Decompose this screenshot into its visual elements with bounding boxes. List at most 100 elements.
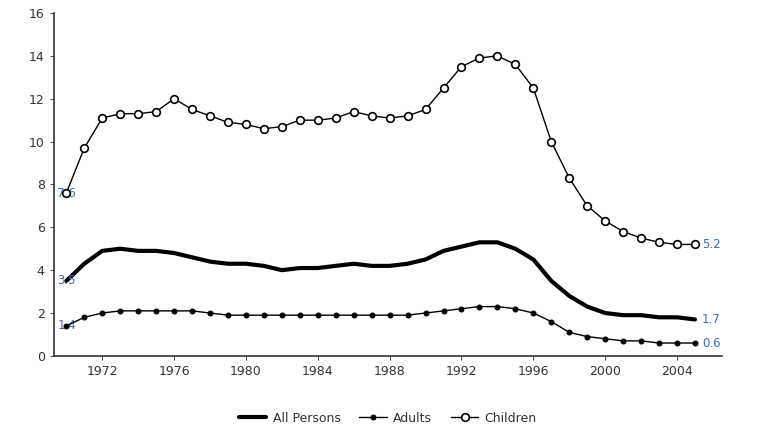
All Persons bbox=[349, 261, 359, 266]
Children bbox=[493, 53, 502, 59]
All Persons bbox=[654, 315, 664, 320]
Adults bbox=[313, 312, 323, 318]
Adults bbox=[331, 312, 340, 318]
Text: 7.6: 7.6 bbox=[58, 187, 76, 200]
Text: 1.7: 1.7 bbox=[702, 313, 721, 326]
Adults bbox=[241, 312, 250, 318]
Adults bbox=[277, 312, 286, 318]
All Persons bbox=[151, 248, 161, 253]
Line: Adults: Adults bbox=[64, 304, 697, 345]
Children bbox=[277, 124, 286, 129]
All Persons bbox=[187, 255, 197, 260]
All Persons bbox=[673, 315, 682, 320]
Line: All Persons: All Persons bbox=[66, 242, 695, 319]
Adults bbox=[654, 340, 664, 345]
Children bbox=[403, 113, 412, 118]
Adults bbox=[618, 338, 627, 343]
Adults bbox=[511, 306, 520, 311]
Line: Children: Children bbox=[62, 52, 699, 248]
Adults bbox=[116, 308, 125, 313]
All Persons bbox=[241, 261, 250, 266]
Children bbox=[547, 139, 556, 144]
All Persons bbox=[385, 263, 394, 269]
Children bbox=[583, 203, 592, 208]
Text: 0.6: 0.6 bbox=[702, 336, 721, 349]
Children bbox=[331, 115, 340, 121]
Adults bbox=[367, 312, 376, 318]
Children bbox=[61, 191, 71, 196]
Children bbox=[654, 240, 664, 245]
Legend: All Persons, Adults, Children: All Persons, Adults, Children bbox=[234, 407, 541, 430]
All Persons bbox=[170, 250, 179, 256]
Adults bbox=[690, 340, 700, 345]
All Persons bbox=[331, 263, 340, 269]
Adults bbox=[493, 304, 502, 309]
All Persons bbox=[313, 266, 323, 271]
Adults bbox=[349, 312, 359, 318]
Children bbox=[601, 218, 610, 224]
All Persons bbox=[493, 240, 502, 245]
Children bbox=[564, 175, 574, 181]
Children bbox=[690, 242, 700, 247]
Adults bbox=[134, 308, 143, 313]
Adults bbox=[547, 319, 556, 324]
Adults bbox=[564, 330, 574, 335]
Children bbox=[421, 107, 430, 112]
Children bbox=[80, 145, 89, 151]
Adults bbox=[528, 310, 538, 316]
Adults bbox=[98, 310, 107, 316]
Children bbox=[98, 115, 107, 121]
Adults bbox=[583, 334, 592, 339]
Adults bbox=[260, 312, 269, 318]
Children bbox=[260, 126, 269, 132]
Children bbox=[637, 235, 646, 240]
All Persons bbox=[564, 293, 574, 299]
Text: 1.4: 1.4 bbox=[58, 319, 76, 332]
Adults bbox=[205, 310, 214, 316]
Adults bbox=[223, 312, 233, 318]
Children bbox=[457, 64, 466, 69]
Adults bbox=[421, 310, 430, 316]
Adults bbox=[170, 308, 179, 313]
All Persons bbox=[295, 266, 304, 271]
All Persons bbox=[223, 261, 233, 266]
Children bbox=[528, 85, 538, 91]
Text: 3.5: 3.5 bbox=[58, 274, 76, 287]
All Persons bbox=[61, 278, 71, 283]
Children bbox=[511, 62, 520, 67]
Children bbox=[367, 113, 376, 118]
All Persons bbox=[439, 248, 448, 253]
Children bbox=[151, 109, 161, 114]
Adults bbox=[637, 338, 646, 343]
Adults bbox=[61, 323, 71, 329]
All Persons bbox=[421, 257, 430, 262]
Adults bbox=[151, 308, 161, 313]
Adults bbox=[439, 308, 448, 313]
Adults bbox=[80, 315, 89, 320]
Adults bbox=[457, 306, 466, 311]
Children bbox=[385, 115, 394, 121]
Adults bbox=[673, 340, 682, 345]
All Persons bbox=[116, 246, 125, 251]
Children bbox=[475, 56, 484, 61]
Children bbox=[205, 113, 214, 118]
Children bbox=[349, 109, 359, 114]
All Persons bbox=[475, 240, 484, 245]
All Persons bbox=[367, 263, 376, 269]
Adults bbox=[475, 304, 484, 309]
Children bbox=[241, 122, 250, 127]
Children bbox=[295, 118, 304, 123]
All Persons bbox=[260, 263, 269, 269]
Adults bbox=[403, 312, 412, 318]
All Persons bbox=[205, 259, 214, 264]
All Persons bbox=[583, 304, 592, 309]
Children bbox=[187, 107, 197, 112]
Children bbox=[439, 85, 448, 91]
Children bbox=[618, 229, 627, 234]
All Persons bbox=[690, 317, 700, 322]
All Persons bbox=[457, 244, 466, 249]
All Persons bbox=[547, 278, 556, 283]
Adults bbox=[187, 308, 197, 313]
Adults bbox=[601, 336, 610, 342]
All Persons bbox=[80, 261, 89, 266]
